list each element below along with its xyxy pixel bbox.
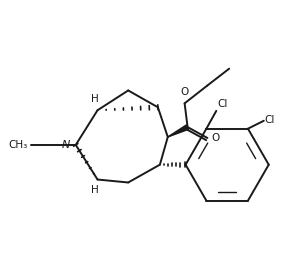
Text: Cl: Cl [265, 115, 275, 125]
Text: H: H [91, 94, 99, 104]
Polygon shape [168, 125, 189, 137]
Text: CH₃: CH₃ [8, 140, 27, 150]
Text: O: O [181, 87, 189, 97]
Text: N: N [62, 140, 70, 150]
Text: Cl: Cl [217, 99, 228, 109]
Text: O: O [211, 133, 220, 143]
Text: H: H [91, 185, 99, 195]
